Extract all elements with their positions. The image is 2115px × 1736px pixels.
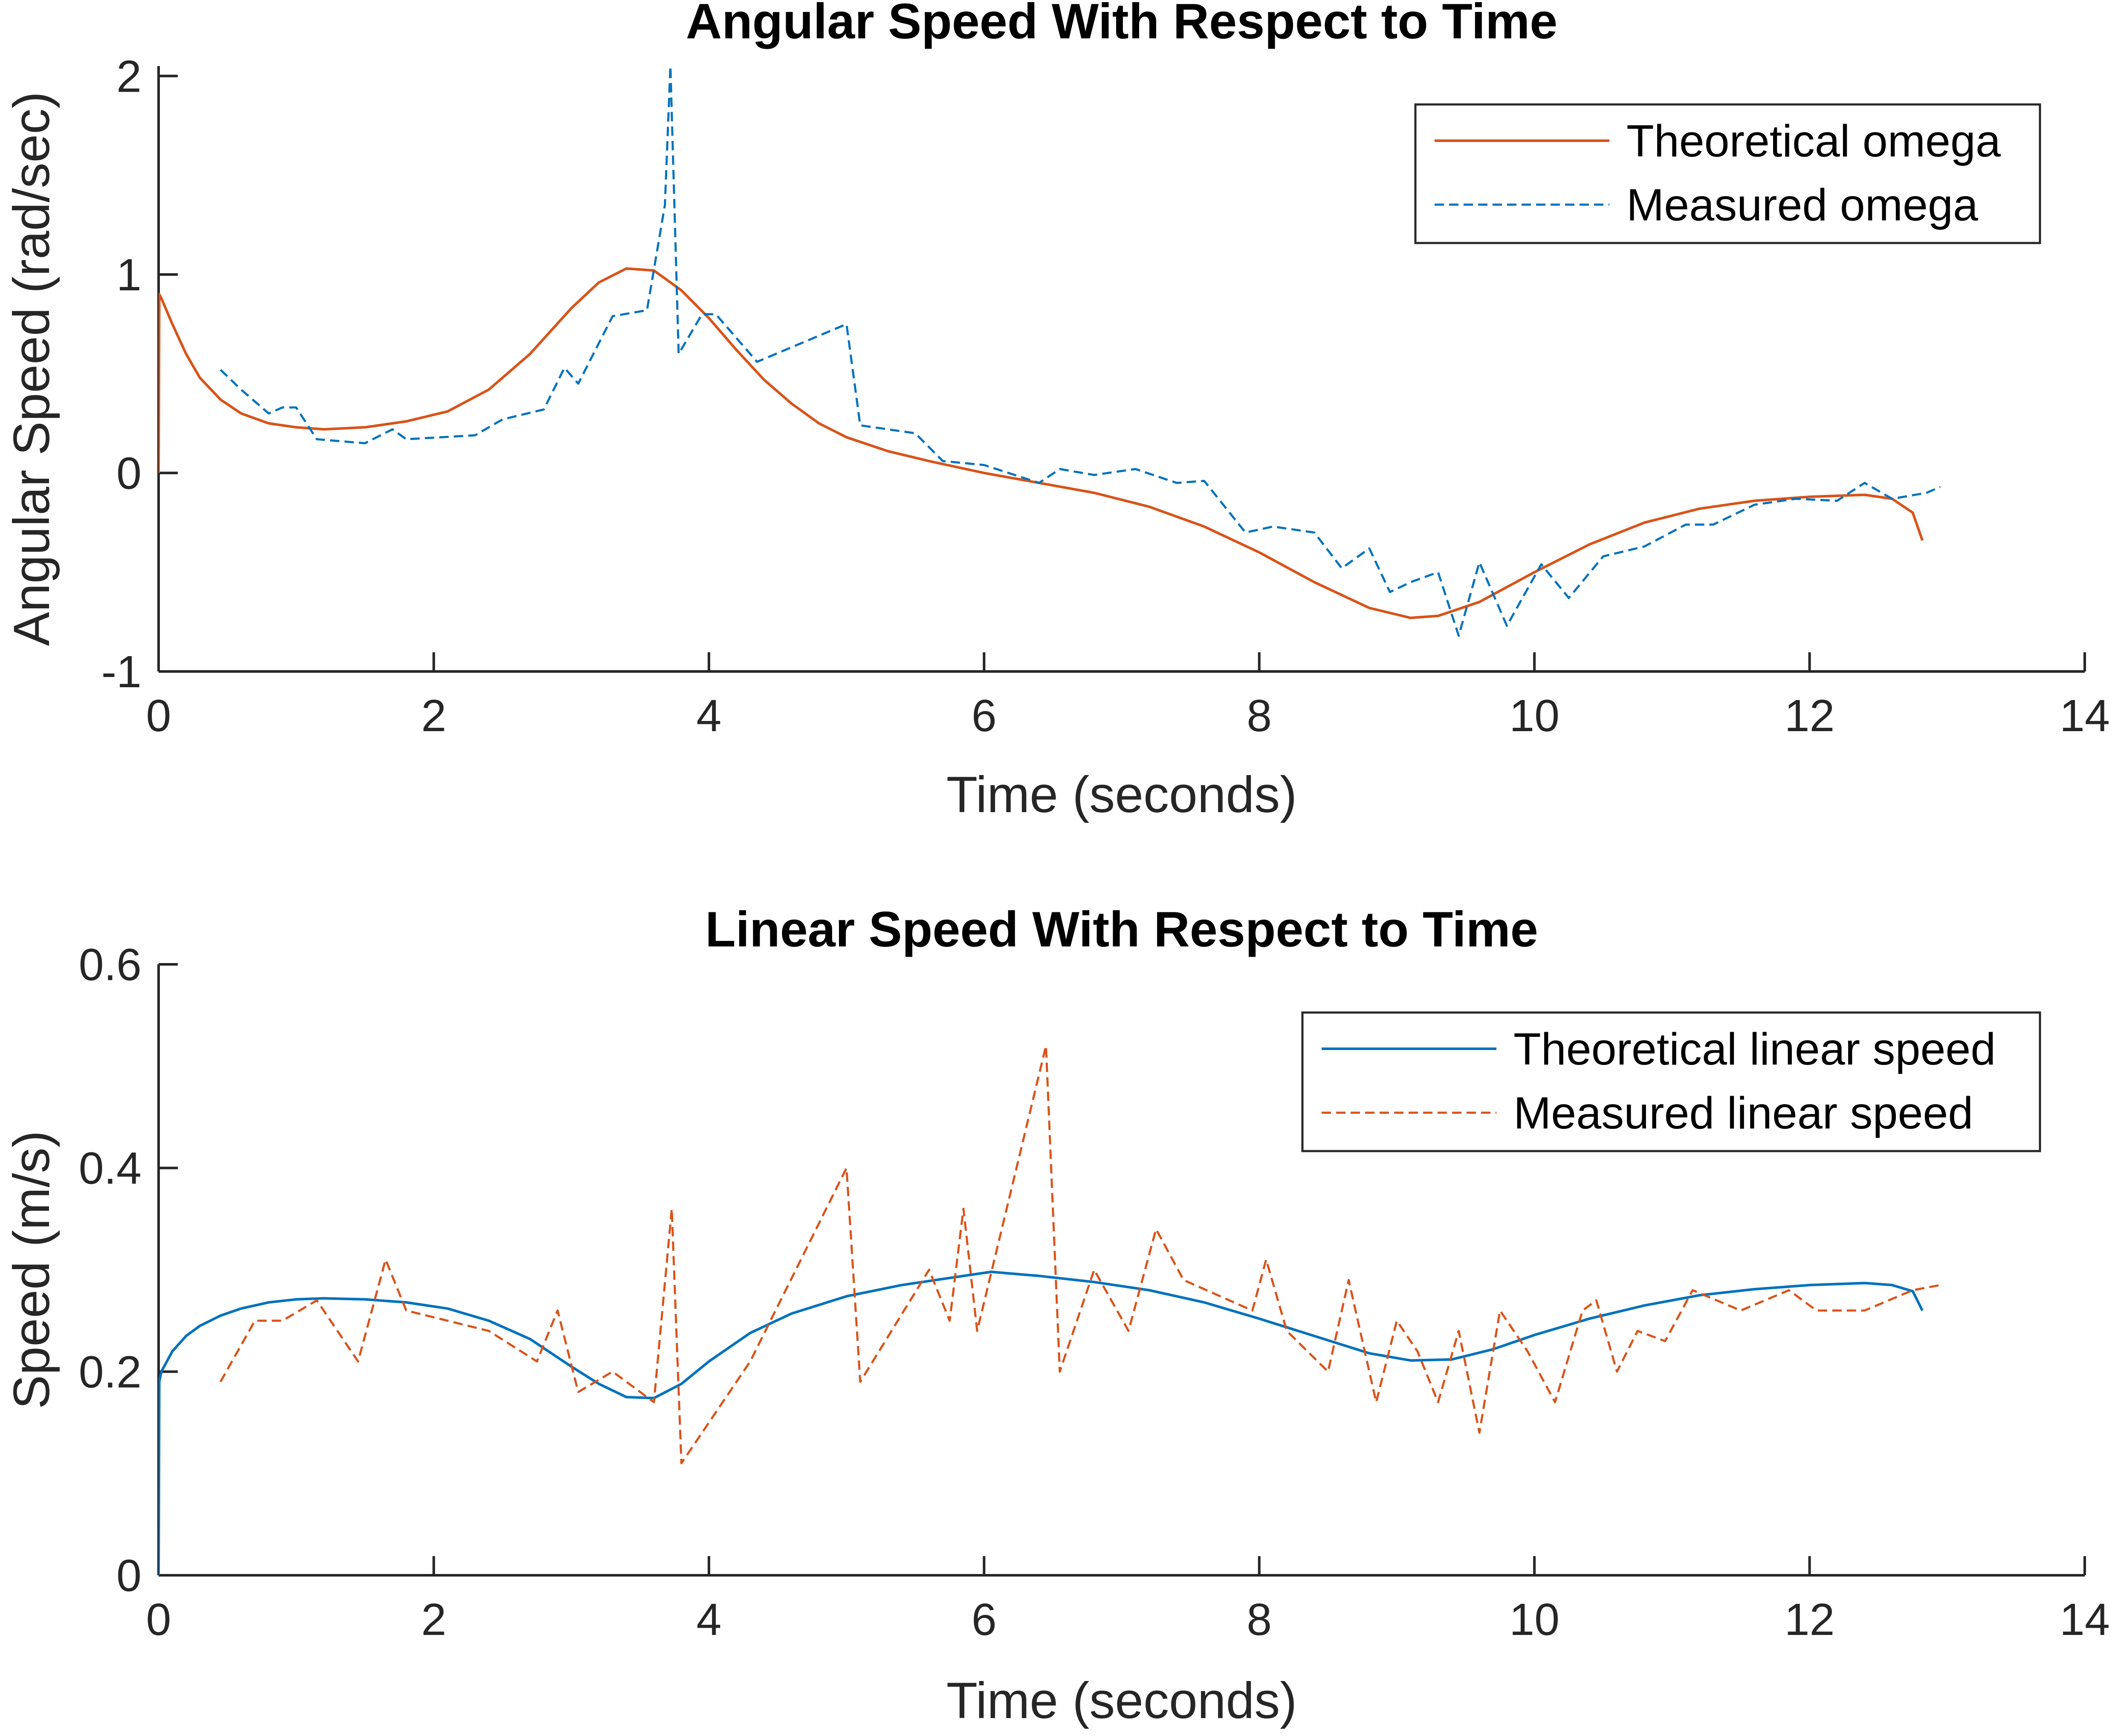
y-tick-label: 0.4 (79, 1143, 142, 1194)
x-axis-label: Time (seconds) (946, 1672, 1297, 1729)
y-tick-label: 2 (116, 51, 142, 101)
legend-label: Measured omega (1626, 180, 1978, 230)
series-line-measured (220, 65, 1941, 637)
x-tick-label: 10 (1509, 691, 1559, 741)
x-tick-label: 0 (146, 1594, 171, 1645)
x-tick-label: 12 (1785, 1594, 1835, 1645)
linear-speed-chart: 0 2 4 6 8 10 12 14 0 0.2 0.4 0.6 Linear Speed With R… (3, 901, 2110, 1729)
x-tick-label: 0 (146, 691, 171, 741)
x-tick-label: 14 (2060, 1594, 2110, 1645)
series-group (159, 1044, 1941, 1575)
y-axis-label: Angular Speed (rad/sec) (3, 92, 60, 646)
series-line-theoretical (159, 267, 1924, 619)
x-tick-label: 6 (972, 691, 997, 741)
x-tick-label: 8 (1247, 1594, 1272, 1645)
legend-label: Measured linear speed (1513, 1088, 1973, 1138)
x-tick-label: 8 (1247, 691, 1272, 741)
chart-title: Angular Speed With Respect to Time (686, 0, 1558, 49)
x-tick-label: 2 (421, 691, 446, 741)
series-line-measured (220, 1044, 1941, 1464)
x-tick-label: 6 (972, 1594, 997, 1645)
x-tick-label: 12 (1785, 691, 1835, 741)
legend-box (1414, 103, 2041, 244)
series-group (159, 65, 1941, 637)
x-axis-label: Time (seconds) (946, 766, 1297, 823)
y-tick-label: 0.2 (79, 1347, 142, 1397)
series-line-theoretical (159, 1270, 1924, 1575)
y-axis-label: Speed (m/s) (3, 1131, 60, 1409)
chart-title: Linear Speed With Respect to Time (705, 901, 1538, 957)
legend-box (1301, 1011, 2041, 1152)
y-tick-label: 0 (116, 1551, 142, 1601)
y-tick-label: 0 (116, 448, 142, 498)
legend-label: Theoretical linear speed (1513, 1024, 1996, 1074)
y-tick-label: 0.6 (79, 940, 142, 990)
x-tick-label: 4 (696, 1594, 721, 1645)
legend-label: Theoretical omega (1626, 116, 2001, 166)
y-tick-label: -1 (101, 647, 142, 697)
x-tick-label: 2 (421, 1594, 446, 1645)
x-tick-label: 14 (2060, 691, 2110, 741)
y-tick-label: 1 (116, 250, 142, 300)
x-tick-label: 10 (1509, 1594, 1559, 1645)
x-tick-label: 4 (696, 691, 721, 741)
